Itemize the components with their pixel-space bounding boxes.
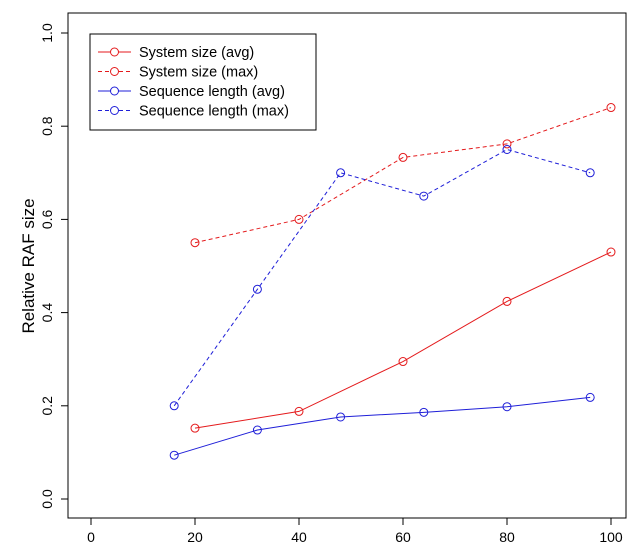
data-point-1-3: [502, 139, 512, 149]
data-point-3-1: [252, 284, 262, 294]
series-2: [169, 392, 595, 460]
legend-label-2: Sequence length (avg): [139, 84, 285, 100]
legend-label-0: System size (avg): [139, 45, 254, 61]
x-axis: 0 20 40 60 80 100: [87, 517, 623, 545]
data-point-1-0: [190, 238, 200, 248]
series-line-0: [194, 251, 612, 429]
data-point-0-4: [606, 247, 616, 257]
y-axis: 0.0 0.2 0.4 0.6 0.8 1.0: [39, 23, 69, 509]
y-tick-label-5: 1.0: [39, 23, 55, 43]
data-point-3-4: [502, 145, 512, 154]
y-tick-label-1: 0.2: [39, 396, 55, 416]
data-point-1-2: [398, 152, 408, 162]
data-point-3-2: [336, 168, 346, 178]
y-tick-label-0: 0.0: [39, 489, 55, 509]
data-point-2-3: [419, 407, 429, 417]
x-tick-label-20: 20: [187, 529, 203, 545]
data-point-3-3: [419, 191, 429, 201]
data-point-2-0: [169, 450, 179, 460]
series-line-1: [194, 107, 612, 244]
data-point-0-2: [398, 357, 408, 367]
x-tick-label-60: 60: [395, 529, 411, 545]
data-point-2-5: [585, 392, 595, 402]
y-tick-label-2: 0.4: [39, 303, 55, 323]
data-point-2-1: [252, 425, 262, 435]
data-point-0-3: [502, 296, 512, 306]
data-point-2-2: [336, 412, 346, 422]
legend-label-3: Sequence length (max): [139, 104, 289, 120]
x-tick-label-80: 80: [499, 529, 515, 545]
x-tick-label-40: 40: [291, 529, 307, 545]
series-0: [190, 247, 616, 433]
legend-marker-2: [110, 86, 119, 96]
data-point-2-4: [502, 402, 512, 412]
data-point-1-4: [606, 103, 616, 113]
series-1: [190, 103, 616, 248]
series-line-3: [173, 148, 591, 407]
x-tick-label-100: 100: [599, 529, 623, 545]
legend-box: [89, 33, 317, 131]
data-point-0-1: [294, 406, 304, 416]
series-line-2: [174, 396, 591, 456]
x-tick-label-0: 0: [87, 529, 95, 545]
legend: System size (avg) System size (max) Sequen…: [89, 33, 317, 131]
y-axis-title: Relative RAF size: [19, 198, 38, 333]
legend-marker-0: [110, 47, 119, 57]
legend-marker-1: [110, 67, 119, 76]
legend-marker-3: [110, 106, 119, 115]
data-point-3-0: [169, 401, 179, 411]
data-point-1-1: [294, 214, 304, 224]
y-tick-label-3: 0.6: [39, 209, 55, 229]
y-tick-label-4: 0.8: [39, 116, 55, 136]
data-point-0-0: [190, 423, 200, 433]
series-3: [169, 145, 595, 411]
data-point-3-5: [585, 168, 595, 178]
series-layer: [169, 103, 616, 460]
legend-label-1: System size (max): [139, 65, 258, 81]
